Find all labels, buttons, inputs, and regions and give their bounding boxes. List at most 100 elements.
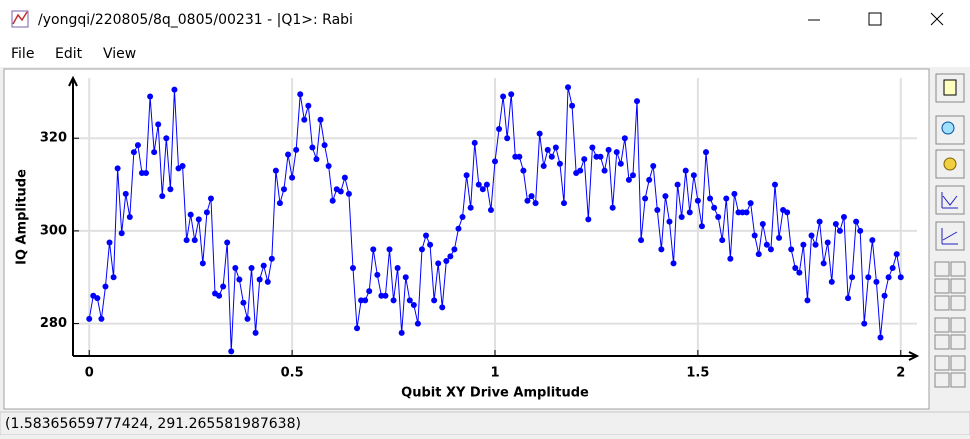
data-point [585, 216, 592, 223]
tool-button[interactable] [934, 295, 950, 311]
data-point [252, 329, 259, 336]
data-point [151, 149, 158, 156]
data-point [698, 223, 705, 230]
tool-button[interactable] [934, 317, 950, 333]
data-point [861, 320, 868, 327]
maximize-button[interactable] [868, 12, 882, 26]
title-bar [0, 0, 970, 38]
x-axis-label: Qubit XY Drive Amplitude [401, 386, 589, 401]
menu-item[interactable]: Edit [55, 46, 83, 62]
tool-button[interactable] [950, 372, 966, 388]
tool-button[interactable] [950, 295, 966, 311]
data-point [106, 239, 113, 246]
data-point [475, 181, 482, 188]
data-point [504, 135, 511, 142]
data-point [410, 302, 417, 309]
data-point [601, 167, 608, 174]
data-point [394, 264, 401, 271]
x-tick-label: 2 [896, 366, 905, 381]
menu-bar [0, 38, 970, 67]
tool-button[interactable] [950, 261, 966, 277]
data-point [516, 153, 523, 160]
tool-button[interactable] [934, 278, 950, 294]
data-point [885, 274, 892, 281]
data-point [459, 214, 466, 220]
data-point [686, 209, 693, 216]
data-point [812, 241, 819, 248]
data-point [666, 218, 673, 225]
data-point [337, 188, 344, 195]
data-point [390, 297, 397, 304]
data-point [147, 93, 154, 100]
tool-button[interactable] [934, 355, 950, 371]
data-point [102, 283, 109, 290]
data-point [731, 190, 738, 197]
data-point [382, 292, 389, 299]
data-point [849, 274, 856, 281]
data-point [719, 237, 726, 244]
data-point [187, 211, 194, 218]
tool-button[interactable] [934, 334, 950, 350]
x-tick-label: 0.5 [281, 366, 304, 381]
menu-item[interactable]: File [11, 46, 34, 62]
data-point [804, 297, 811, 304]
data-point [256, 276, 263, 283]
data-point [788, 246, 795, 253]
status-text: (1.58365659777424, 291.265581987638) [5, 416, 301, 432]
data-point [366, 288, 373, 295]
data-point [707, 195, 714, 202]
data-point [508, 91, 515, 98]
x-tick-label: 1 [490, 366, 499, 381]
data-point [569, 102, 576, 109]
data-point [581, 156, 588, 163]
data-point [617, 160, 624, 167]
data-point [869, 237, 876, 244]
data-point [451, 246, 458, 253]
data-point [800, 241, 807, 248]
tool-button[interactable] [950, 334, 966, 350]
y-tick-label: 320 [40, 131, 67, 146]
data-point [674, 181, 681, 188]
data-point [455, 225, 462, 232]
app-icon [11, 10, 29, 28]
data-point [248, 264, 255, 271]
tool-button[interactable] [934, 372, 950, 388]
data-point [828, 278, 835, 285]
data-point [865, 274, 872, 281]
data-point [220, 283, 227, 290]
data-point [285, 151, 292, 158]
data-point [625, 176, 632, 183]
data-point [658, 246, 665, 253]
plot: 280 300 320 0 0.5 1 1.5 2 Qubit XY Drive Amplitu… [15, 75, 920, 401]
tool-button[interactable] [950, 278, 966, 294]
y-tick-label: 280 [40, 316, 67, 331]
data-point [240, 299, 247, 306]
data-point [276, 200, 283, 207]
tool-button[interactable] [935, 185, 965, 215]
data-point [682, 167, 689, 174]
data-point [524, 197, 531, 204]
data-point [228, 348, 235, 355]
tool-button[interactable] [950, 317, 966, 333]
data-point [824, 239, 831, 246]
data-point [784, 209, 791, 216]
tool-button[interactable] [950, 355, 966, 371]
data-point [264, 278, 271, 285]
menu-item[interactable]: View [103, 46, 136, 62]
data-point [244, 315, 251, 322]
data-point [808, 232, 815, 239]
data-point [540, 163, 547, 170]
close-button[interactable] [930, 12, 944, 26]
x-tick-label: 0 [85, 366, 94, 381]
x-axis [73, 351, 920, 361]
data-point [203, 209, 210, 216]
data-point [126, 214, 133, 220]
data-point [759, 220, 766, 227]
data-point [638, 237, 645, 244]
data-point [406, 297, 413, 304]
data-point [349, 264, 356, 271]
tool-button[interactable] [934, 261, 950, 277]
data-point [577, 167, 584, 174]
data-point [816, 218, 823, 225]
data-point [889, 264, 896, 271]
